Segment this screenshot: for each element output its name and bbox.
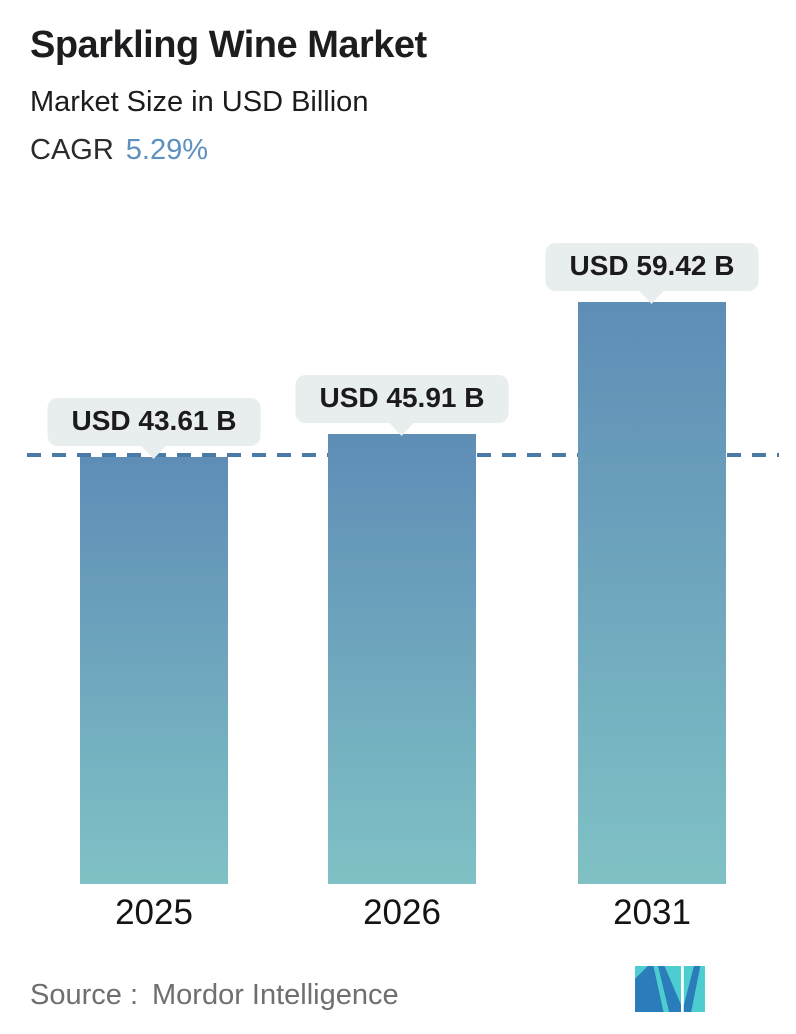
- cagr-value: 5.29%: [125, 134, 209, 166]
- chart-subtitle: Market Size in USD Billion: [30, 86, 369, 118]
- x-axis-label-2031: 2031: [613, 893, 691, 932]
- value-callout-text: USD 45.91 B: [319, 382, 485, 413]
- bar-2025: [80, 457, 228, 884]
- source-label: Source :: [30, 979, 138, 1011]
- value-callout-text: USD 59.42 B: [569, 250, 735, 281]
- callout-pointer: [389, 422, 415, 436]
- source-line: Source : Mordor Intelligence: [30, 979, 399, 1012]
- source-value: Mordor Intelligence: [152, 979, 399, 1011]
- x-axis-label-2026: 2026: [363, 893, 441, 932]
- value-callout-text: USD 43.61 B: [71, 405, 237, 436]
- callout-pointer: [141, 445, 167, 459]
- callout-pointer: [639, 290, 665, 304]
- value-callout-2025: USD 43.61 B: [47, 398, 261, 459]
- value-callout-2026: USD 45.91 B: [295, 375, 509, 436]
- cagr-line: CAGR 5.29%: [30, 134, 208, 167]
- bar-2031: [578, 302, 726, 884]
- x-axis-label-2025: 2025: [115, 893, 193, 932]
- value-callout-2031: USD 59.42 B: [545, 243, 759, 304]
- cagr-label: CAGR: [30, 134, 114, 166]
- bar-2026: [328, 434, 476, 884]
- mordor-intelligence-logo: [635, 966, 705, 1012]
- page-title: Sparkling Wine Market: [30, 24, 427, 66]
